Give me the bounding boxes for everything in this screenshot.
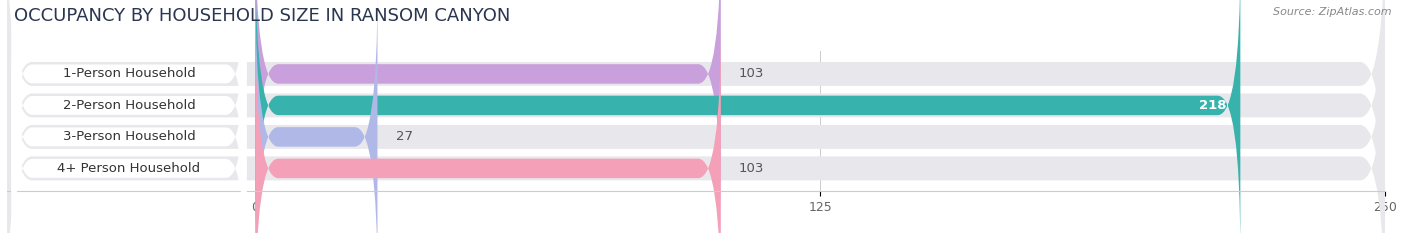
Text: 27: 27: [395, 130, 412, 143]
FancyBboxPatch shape: [256, 21, 721, 233]
FancyBboxPatch shape: [7, 0, 1385, 233]
Text: 103: 103: [740, 162, 765, 175]
FancyBboxPatch shape: [11, 0, 246, 206]
Text: 103: 103: [740, 67, 765, 80]
Text: 4+ Person Household: 4+ Person Household: [58, 162, 201, 175]
FancyBboxPatch shape: [7, 0, 1385, 233]
Text: 218: 218: [1199, 99, 1227, 112]
FancyBboxPatch shape: [256, 0, 377, 233]
Text: Source: ZipAtlas.com: Source: ZipAtlas.com: [1274, 7, 1392, 17]
Text: 2-Person Household: 2-Person Household: [63, 99, 195, 112]
Text: 3-Person Household: 3-Person Household: [63, 130, 195, 143]
FancyBboxPatch shape: [11, 0, 246, 233]
FancyBboxPatch shape: [256, 0, 1240, 233]
FancyBboxPatch shape: [7, 7, 1385, 233]
FancyBboxPatch shape: [7, 0, 1385, 233]
FancyBboxPatch shape: [256, 0, 721, 222]
FancyBboxPatch shape: [11, 36, 246, 233]
FancyBboxPatch shape: [11, 5, 246, 233]
Text: 1-Person Household: 1-Person Household: [63, 67, 195, 80]
Text: OCCUPANCY BY HOUSEHOLD SIZE IN RANSOM CANYON: OCCUPANCY BY HOUSEHOLD SIZE IN RANSOM CA…: [14, 7, 510, 25]
